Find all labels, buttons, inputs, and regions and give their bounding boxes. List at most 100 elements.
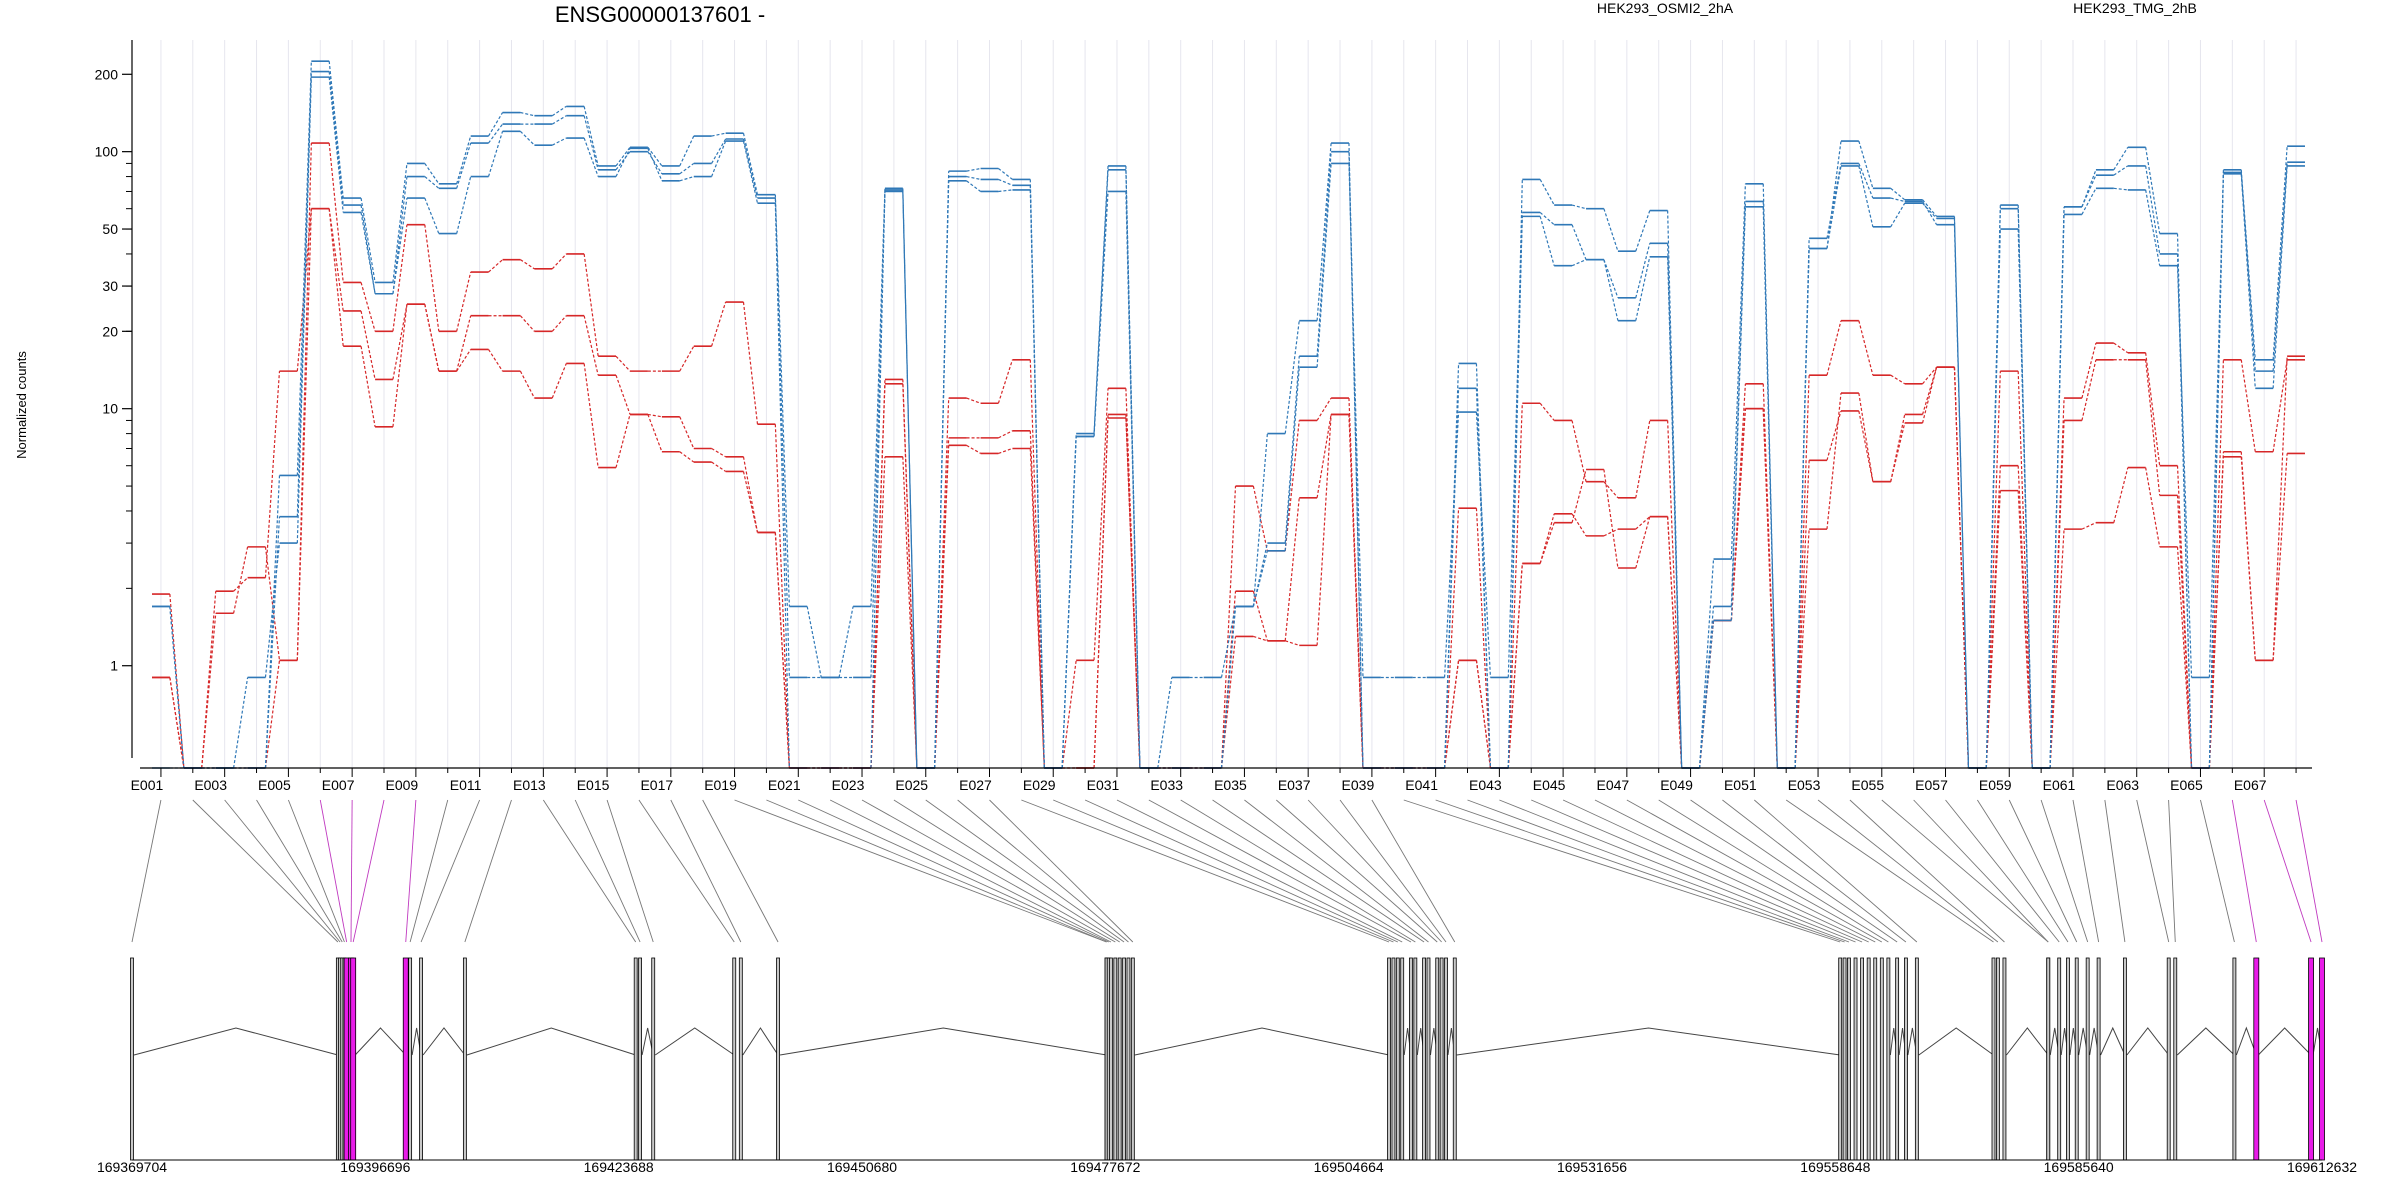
series-segment — [1507, 212, 1523, 769]
exon-tick-label: E007 — [322, 777, 355, 793]
exon-connector — [1148, 799, 1412, 943]
series-segment — [742, 138, 759, 199]
series-segment — [1539, 522, 1555, 564]
exon-tick-label: E059 — [1979, 777, 2012, 793]
exon-tick-label: E051 — [1724, 777, 1757, 793]
genomic-tick-label: 169504664 — [1314, 1159, 1384, 1175]
series-segment — [1539, 216, 1555, 266]
series-segment — [520, 111, 535, 117]
y-tick-label: 200 — [95, 66, 119, 82]
exon-connector — [2263, 799, 2312, 943]
exon-box — [462, 957, 467, 1161]
series-segment — [264, 475, 281, 769]
series-segment — [1539, 212, 1555, 226]
series-segment — [1029, 430, 1045, 769]
series-segment — [1953, 218, 1970, 769]
series-segment — [583, 115, 599, 170]
series-segment — [360, 212, 376, 294]
exon-connector — [2168, 799, 2176, 943]
series-segment — [966, 167, 981, 172]
series-segment — [1443, 660, 1460, 769]
series-segment — [615, 374, 631, 415]
series-segment — [1475, 508, 1492, 769]
series-segment — [1667, 420, 1683, 769]
exon-tick-label: E041 — [1405, 777, 1438, 793]
exon-tick-label: E049 — [1660, 777, 1693, 793]
exon-tick-label: E031 — [1087, 777, 1120, 793]
intron — [2257, 1027, 2312, 1056]
exon-connector — [1913, 799, 2049, 943]
series-segment — [1125, 414, 1141, 769]
series-segment — [1730, 206, 1746, 621]
series-segment — [169, 606, 185, 769]
y-axis-label: Normalized counts — [14, 351, 29, 459]
series-segment — [392, 163, 408, 283]
series-segment — [742, 140, 759, 204]
series-segment — [2240, 173, 2256, 389]
intron — [2006, 1027, 2049, 1056]
series-segment — [2017, 371, 2033, 769]
exon-tick-label: E067 — [2234, 777, 2267, 793]
series-segment — [328, 77, 344, 213]
series-segment — [2081, 522, 2097, 530]
intron — [2100, 1026, 2126, 1056]
exon-tick-label: E013 — [513, 777, 546, 793]
exon-connector — [638, 799, 735, 943]
series-segment — [966, 180, 981, 192]
series-segment — [392, 197, 408, 294]
series-segment — [2081, 174, 2097, 208]
series-segment — [1667, 243, 1683, 769]
series-segment — [328, 61, 344, 199]
series-segment — [1507, 179, 1523, 769]
series-segment — [1762, 183, 1778, 769]
genomic-tick-label: 169423688 — [584, 1159, 654, 1175]
exon-box — [1439, 957, 1444, 1161]
series-segment — [1635, 243, 1651, 298]
series-segment — [1890, 187, 1906, 201]
exon-connector — [989, 799, 1134, 943]
series-segment — [1667, 256, 1683, 769]
series-segment — [2145, 359, 2161, 496]
exon-box — [2166, 957, 2171, 1161]
exon-connector — [256, 799, 343, 943]
series-segment — [424, 197, 440, 234]
series-segment — [328, 143, 344, 283]
series-segment — [1890, 197, 1905, 203]
series-segment — [1443, 412, 1460, 678]
series-segment — [1922, 366, 1938, 385]
exon-connector — [1435, 799, 1845, 943]
exon-connector — [925, 799, 1125, 943]
series-segment — [2240, 172, 2256, 372]
series-segment — [679, 135, 695, 167]
exon-box — [1400, 957, 1405, 1161]
intron — [422, 1027, 466, 1056]
series-segment — [647, 413, 662, 418]
intron — [654, 1027, 735, 1056]
series-segment — [2145, 165, 2161, 255]
series-segment — [2240, 359, 2256, 452]
series-segment — [742, 456, 759, 533]
exon-tick-label: E063 — [2106, 777, 2139, 793]
series-segment — [201, 591, 217, 769]
series-segment — [1539, 402, 1555, 421]
series-segment — [2145, 189, 2161, 266]
series-segment — [1603, 208, 1619, 252]
exon-connector — [2040, 799, 2089, 943]
series-segment — [1730, 408, 1746, 621]
series-segment — [1220, 486, 1237, 769]
series-segment — [1507, 563, 1523, 769]
exon-box — [2096, 957, 2101, 1161]
exon-connector — [861, 799, 1116, 943]
series-segment — [934, 445, 950, 769]
exon-box — [1886, 957, 1891, 1161]
series-segment — [774, 424, 790, 769]
series-segment — [647, 148, 663, 182]
exon-connector — [670, 799, 742, 943]
series-segment — [583, 253, 599, 357]
series-segment — [838, 606, 854, 678]
series-segment — [456, 349, 472, 372]
series-segment — [360, 204, 376, 294]
series-segment — [392, 304, 408, 380]
series-segment — [360, 282, 376, 332]
exon-connector — [1499, 799, 1856, 943]
